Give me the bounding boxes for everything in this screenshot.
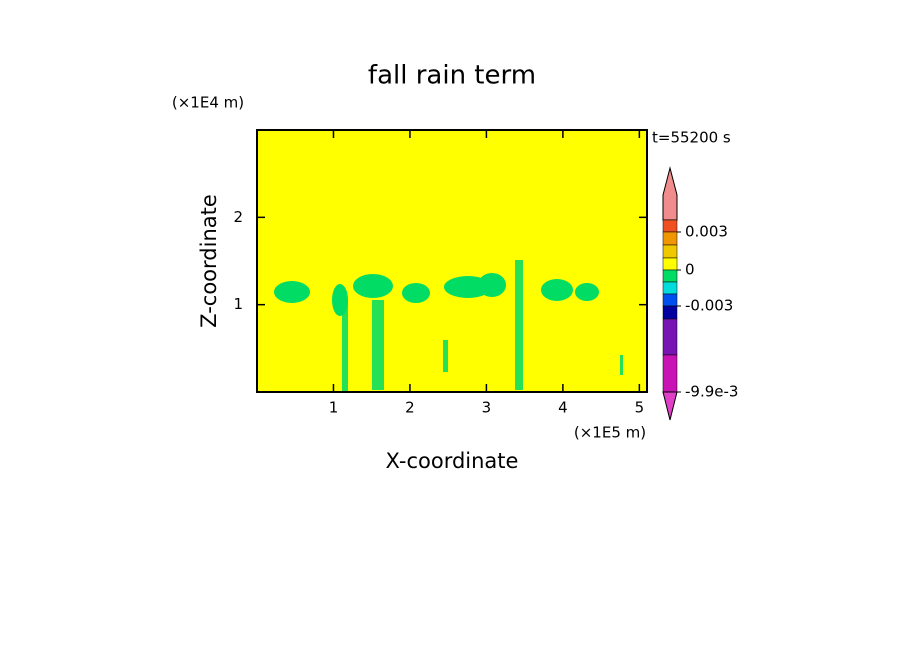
contour-region — [443, 340, 448, 372]
x-axis-label: X-coordinate — [386, 449, 519, 473]
x-tick-label: 5 — [635, 399, 645, 417]
colorbar-tick-label: 0 — [685, 261, 695, 279]
colorbar-box — [662, 305, 678, 320]
colorbar-box — [662, 354, 678, 393]
contour-region — [478, 273, 506, 297]
plot-frame — [256, 129, 648, 393]
time-label: t=55200 s — [652, 129, 731, 147]
field-background — [257, 130, 647, 392]
x-tick-label: 2 — [405, 399, 415, 417]
contour-region — [620, 355, 623, 375]
y-unit: (×1E4 m) — [172, 94, 244, 112]
colorbar-box — [662, 318, 678, 356]
x-unit: (×1E5 m) — [574, 424, 646, 442]
x-tick-label: 1 — [329, 399, 339, 417]
contour-region — [541, 279, 573, 301]
colorbar-box — [662, 281, 678, 295]
colorbar-tick-label: 0.003 — [685, 223, 728, 241]
colorbar-box — [662, 219, 678, 233]
x-tick-label: 3 — [482, 399, 492, 417]
colorbar-box — [662, 231, 678, 246]
colorbar-box — [662, 244, 678, 259]
colorbar-extension — [662, 166, 678, 221]
y-tick-label: 1 — [233, 295, 243, 313]
contour-region — [372, 300, 384, 390]
contour-region — [274, 281, 310, 303]
colorbar-extension — [662, 391, 678, 421]
chart-title: fall rain term — [368, 61, 536, 91]
colorbar-box — [662, 257, 678, 271]
y-tick-label: 2 — [233, 208, 243, 226]
contour-region — [342, 300, 348, 392]
contour-region — [575, 283, 599, 301]
colorbar-tick-label: -9.9e-3 — [685, 383, 738, 401]
colorbar-tick-label: -0.003 — [685, 297, 733, 315]
x-tick-label: 4 — [558, 399, 568, 417]
y-axis-label: Z-coordinate — [197, 194, 221, 328]
contour-region — [402, 283, 430, 303]
contour-region — [353, 274, 393, 298]
contour-region — [515, 260, 523, 390]
colorbar-box — [662, 269, 678, 283]
colorbar-box — [662, 293, 678, 307]
plot-area — [256, 129, 648, 393]
